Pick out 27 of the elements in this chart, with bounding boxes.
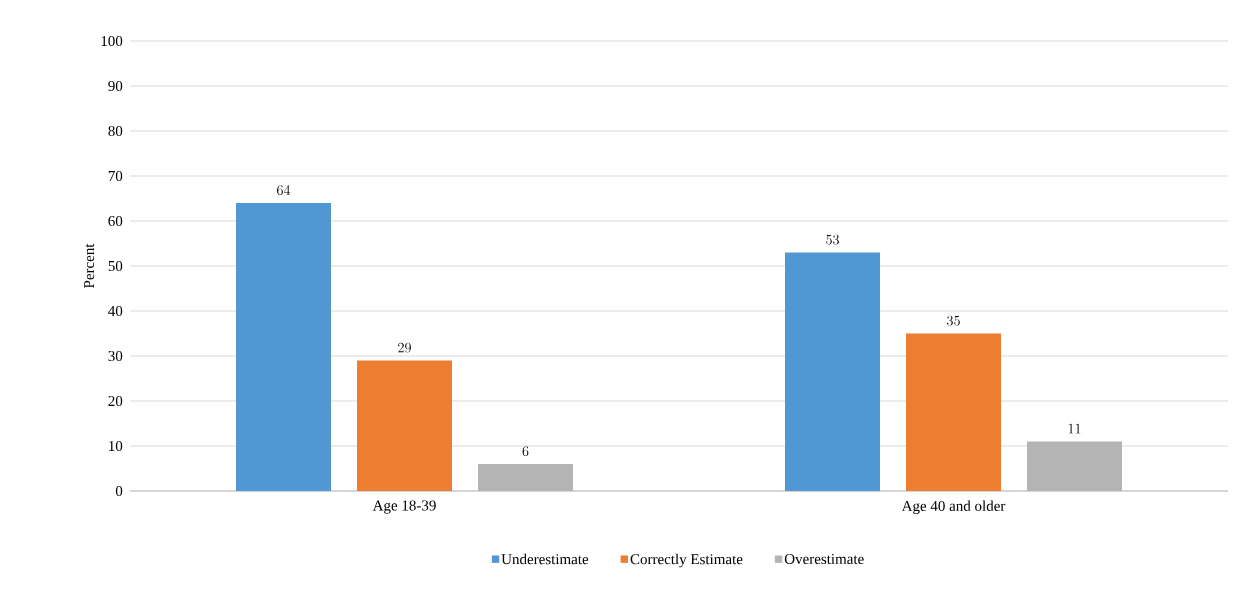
y-tick-label: 10 — [109, 440, 123, 452]
data-label: 53 — [826, 234, 839, 245]
y-tick-label: 30 — [108, 350, 123, 362]
y-tick-label: 100 — [101, 35, 123, 47]
bar — [357, 360, 452, 491]
bar — [785, 252, 881, 491]
y-tick-label: 70 — [108, 170, 123, 182]
legend-label: Correctly Estimate — [630, 553, 743, 568]
y-tick-label: 50 — [108, 260, 123, 272]
data-label: 64 — [277, 185, 291, 196]
y-tick-label: 80 — [108, 125, 123, 137]
y-tick-label: 0 — [115, 485, 123, 497]
x-tick-label: Age 18-39 — [372, 500, 436, 514]
legend-label: Overestimate — [784, 553, 864, 564]
data-label: 29 — [398, 342, 411, 353]
data-label: 11 — [1068, 423, 1081, 434]
bar — [236, 203, 331, 491]
bar — [906, 333, 1002, 491]
data-label: 35 — [947, 315, 960, 326]
y-tick-label: 20 — [108, 395, 123, 407]
x-tick-label: Age 40 and older — [901, 500, 1006, 515]
y-axis-title: Percent — [84, 243, 95, 289]
y-tick-label: 40 — [108, 305, 123, 317]
y-tick-label: 90 — [108, 80, 123, 92]
y-tick-label: 60 — [108, 215, 123, 227]
data-label: 6 — [522, 446, 529, 457]
legend-label: Underestimate — [501, 553, 589, 565]
